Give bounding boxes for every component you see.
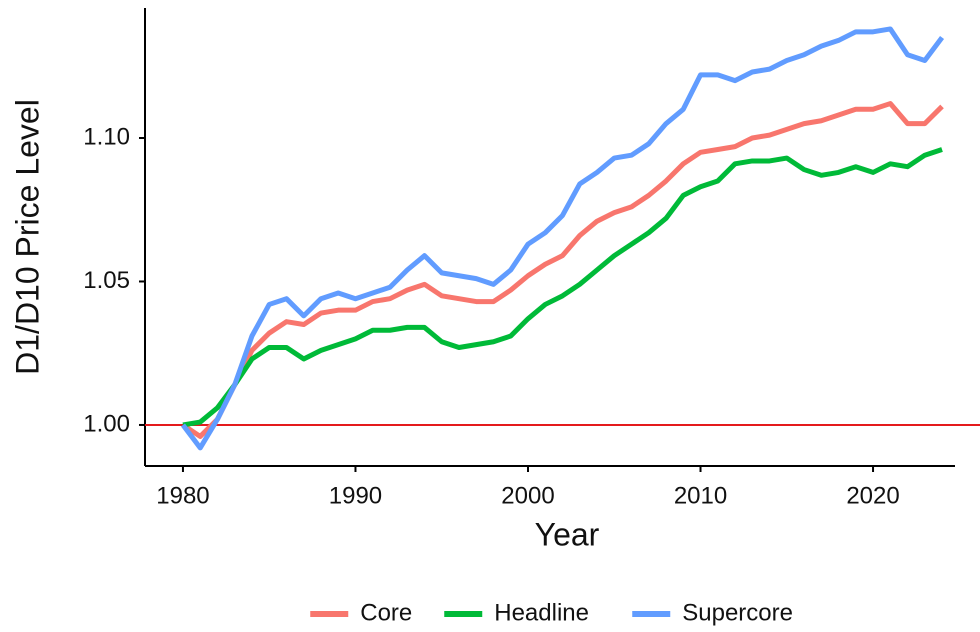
y-axis-title: D1/D10 Price Level [9,99,45,375]
x-tick-label: 2020 [846,482,899,509]
y-tick-label: 1.10 [83,123,130,150]
y-tick-label: 1.00 [83,410,130,437]
legend-label: Supercore [682,599,793,626]
x-axis-title: Year [535,516,600,552]
x-tick-label: 2010 [674,482,727,509]
series-line [180,26,945,451]
x-tick-label: 1990 [329,482,382,509]
series-line [182,147,943,428]
series-line [181,101,944,439]
x-tick-label: 2000 [501,482,554,509]
legend-label: Core [360,599,412,626]
legend-label: Headline [494,599,589,626]
x-tick-label: 1980 [156,482,209,509]
y-tick-label: 1.05 [83,267,130,294]
